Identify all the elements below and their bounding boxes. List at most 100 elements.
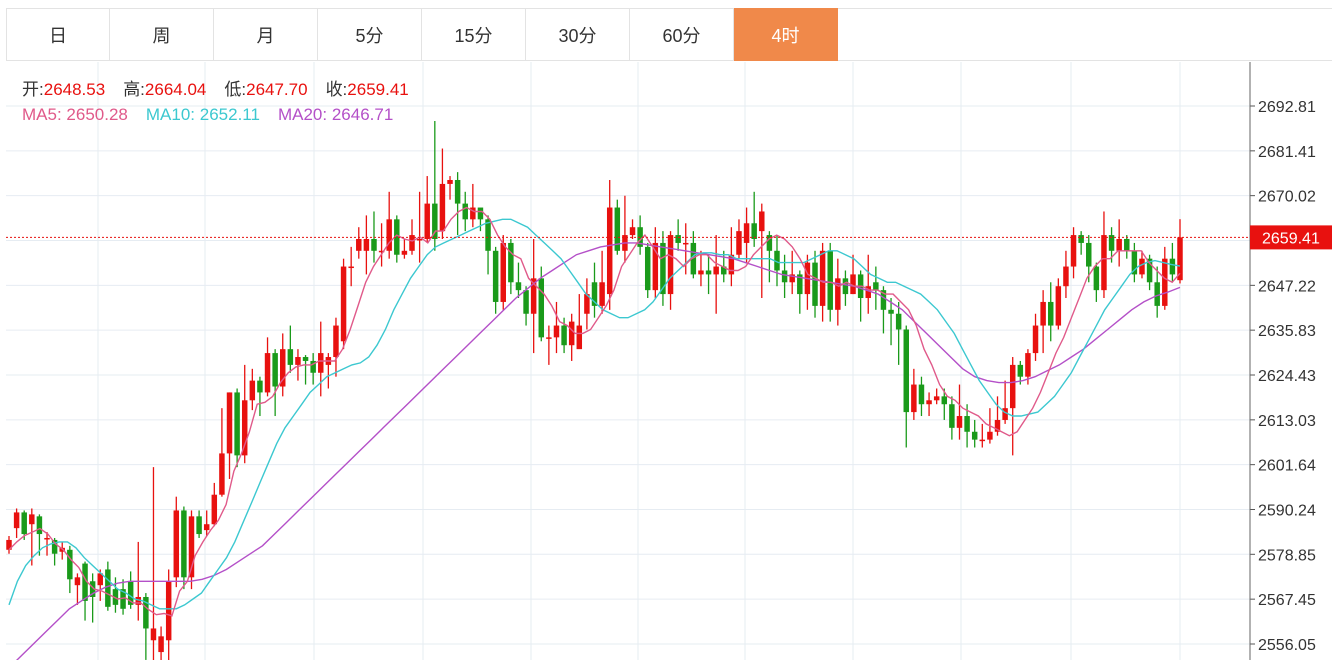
candle-body: [576, 325, 583, 350]
candle-body: [1108, 235, 1115, 251]
candle-body: [827, 250, 833, 310]
candle-body: [637, 227, 643, 247]
tab-4hour[interactable]: 4时: [734, 8, 838, 61]
candle-body: [127, 581, 134, 605]
candle-body: [599, 282, 605, 306]
candle-body: [13, 512, 20, 529]
tab-30min[interactable]: 30分: [526, 8, 630, 61]
candle-body: [766, 235, 773, 251]
candle-body: [774, 250, 780, 271]
candle-body: [721, 266, 727, 275]
candle-body: [819, 250, 826, 306]
candle-body: [797, 274, 803, 295]
y-tick-label: 2567.45: [1258, 592, 1316, 609]
candle-body: [287, 349, 294, 365]
candle-body: [842, 278, 849, 295]
candle-body: [1169, 258, 1176, 275]
candle-body: [257, 380, 263, 393]
last-price-tag: [1250, 225, 1332, 250]
candle-body: [120, 589, 126, 609]
candle-body: [918, 384, 925, 405]
tab-5min[interactable]: 5分: [318, 8, 422, 61]
candle-body: [933, 396, 940, 401]
candle-body: [591, 282, 598, 306]
tab-60min[interactable]: 60分: [630, 8, 734, 61]
candle-body: [1139, 258, 1145, 275]
close-value: 2659.41: [347, 80, 409, 99]
candle-body: [454, 179, 461, 204]
low-label: 低:: [224, 80, 247, 99]
candle-body: [203, 524, 210, 531]
candle-body: [1116, 239, 1122, 251]
candle-body: [295, 357, 301, 365]
ma20-value: 2646.71: [331, 105, 394, 124]
candle-body: [561, 325, 567, 346]
candle-body: [812, 262, 818, 306]
candle-body: [249, 380, 256, 401]
candle-body: [1086, 242, 1092, 267]
open-value: 2648.53: [43, 80, 106, 99]
candle-body: [470, 207, 476, 220]
candle-body: [432, 203, 438, 240]
candle-body: [67, 549, 73, 580]
y-tick-label: 2692.81: [1258, 99, 1316, 116]
candle-body: [439, 183, 446, 232]
tab-day[interactable]: 日: [6, 8, 110, 61]
candle-body: [485, 219, 491, 251]
candle-body: [553, 325, 560, 338]
candle-body: [584, 294, 590, 314]
candle-body: [188, 516, 195, 578]
timeframe-tab-bar: 日 周 月 5分 15分 30分 60分 4时: [6, 8, 1332, 61]
candle-body: [401, 250, 408, 255]
candle-body: [538, 278, 545, 338]
candle-body: [1032, 325, 1039, 354]
tab-15min[interactable]: 15分: [422, 8, 526, 61]
candle-body: [21, 512, 27, 535]
ma5-label: MA5:: [22, 105, 62, 124]
y-tick-label: 2635.83: [1258, 323, 1316, 340]
candle-body: [1131, 250, 1138, 275]
candle-body: [926, 400, 932, 405]
candle-body: [835, 278, 841, 310]
close-label: 收:: [325, 80, 348, 99]
candle-body: [895, 313, 902, 330]
ma20-line: [15, 242, 1181, 660]
candle-body: [356, 239, 362, 251]
candle-body: [348, 266, 354, 269]
y-tick-label: 2601.64: [1258, 458, 1316, 475]
candle-body: [318, 353, 324, 373]
candle-body: [29, 514, 35, 525]
candle-body: [211, 494, 218, 525]
tab-week[interactable]: 周: [110, 8, 214, 61]
candle-body: [1025, 353, 1031, 377]
candle-body: [683, 242, 689, 245]
candle-body: [1162, 258, 1168, 306]
y-tick-label: 2556.05: [1258, 637, 1316, 654]
ma10-value: 2652.11: [199, 105, 260, 124]
candle-body: [150, 628, 157, 641]
high-label: 高:: [123, 80, 145, 99]
candle-body: [941, 396, 948, 405]
candle-body: [74, 577, 81, 586]
candle-body: [850, 274, 856, 295]
candle-body: [1101, 235, 1107, 291]
ma5-line: [8, 206, 1181, 617]
tab-bar-filler: [838, 8, 1332, 61]
candle-body: [956, 416, 963, 428]
candle-body: [181, 510, 187, 578]
y-tick-label: 2578.85: [1258, 547, 1316, 564]
ohlc-row: 开:2648.53 高:2664.04 低:2647.70 收:2659.41: [22, 77, 409, 102]
candle-body: [1040, 301, 1046, 326]
candle-body: [492, 250, 499, 302]
ma5-value: 2650.28: [66, 105, 128, 124]
ma20-label: MA20:: [277, 105, 328, 124]
candle-body: [751, 223, 757, 240]
candle-body: [1146, 258, 1153, 283]
candle-body: [1009, 364, 1016, 409]
candle-body: [462, 203, 468, 220]
candle-body: [135, 596, 142, 605]
candle-body: [1124, 239, 1130, 251]
tab-month[interactable]: 月: [214, 8, 318, 61]
candle-body: [743, 223, 750, 243]
